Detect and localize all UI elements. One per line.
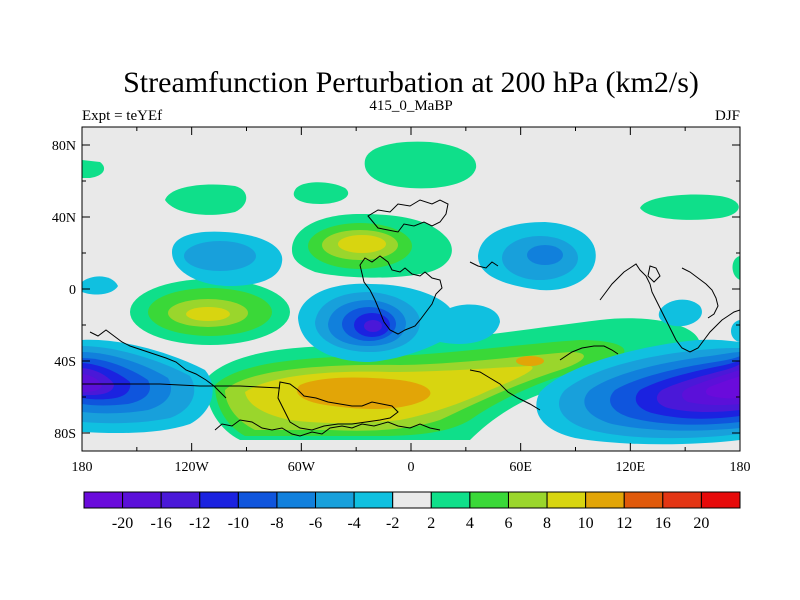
colorbar-swatch bbox=[160, 491, 201, 509]
colorbar-label: 20 bbox=[693, 515, 709, 532]
north-africa-low-level-6 bbox=[527, 245, 563, 265]
colorbar-swatch bbox=[392, 491, 432, 509]
colorbar-swatch bbox=[469, 491, 509, 509]
y-tick-label: 40S bbox=[54, 355, 76, 370]
colorbar-label: 4 bbox=[466, 515, 474, 532]
coast-south-america bbox=[277, 381, 399, 431]
southern-band-level-12 bbox=[296, 377, 431, 409]
colorbar-label: 2 bbox=[427, 515, 435, 532]
right-label: DJF bbox=[715, 108, 740, 124]
colorbar-swatch bbox=[83, 491, 124, 509]
x-tick-label: 180 bbox=[730, 460, 751, 475]
colorbar-swatch bbox=[623, 491, 664, 509]
axis-ticks: 180 120W 60W 0 60E 120E 180 80N 40N 0 40S 80S bbox=[52, 127, 751, 475]
coast-eurasia bbox=[367, 199, 449, 233]
chart-title: Streamfunction Perturbation at 200 hPa (… bbox=[123, 66, 699, 99]
coastlines bbox=[82, 199, 740, 437]
colorbar-swatch bbox=[276, 491, 317, 509]
coast-asia-ridge bbox=[681, 267, 719, 319]
colorbar-swatch bbox=[199, 491, 239, 509]
coast-east-inlet bbox=[647, 265, 661, 283]
colorbar-label: -16 bbox=[151, 515, 172, 532]
x-tick-label: 180 bbox=[72, 460, 93, 475]
south-atlantic-low-level-12 bbox=[364, 320, 382, 332]
coast-east-continent bbox=[599, 263, 740, 353]
y-tick-label: 40N bbox=[52, 211, 76, 226]
colorbar-swatch bbox=[662, 491, 702, 509]
east-edge-high-patch bbox=[732, 256, 740, 280]
colorbar-swatch bbox=[237, 491, 278, 509]
colorbar-label: 8 bbox=[543, 515, 551, 532]
south-pacific-low-level-16 bbox=[82, 374, 102, 392]
colorbar-swatch bbox=[585, 491, 625, 509]
indian-ocean-low-patch bbox=[658, 299, 702, 327]
colorbar-swatch bbox=[507, 491, 548, 509]
coast-east-small bbox=[469, 261, 499, 269]
arctic-high-level-2 bbox=[364, 141, 477, 189]
coast-southern-60s bbox=[82, 383, 281, 389]
x-tick-label: 120W bbox=[175, 460, 210, 475]
colorbar: -20 -16 -12 -10 -8 -6 -4 -2 2 4 6 8 10 12 16 20 bbox=[83, 491, 741, 532]
colorbar-label: 6 bbox=[504, 515, 512, 532]
north-pacific-low-level-4 bbox=[184, 241, 256, 271]
colorbar-label: 10 bbox=[578, 515, 594, 532]
north-america-high-patch bbox=[293, 182, 349, 204]
x-tick-label: 60W bbox=[288, 460, 316, 475]
x-tick-label: 60E bbox=[509, 460, 532, 475]
colorbar-label: -10 bbox=[228, 515, 249, 532]
tropical-pacific-high-level-8 bbox=[186, 307, 230, 321]
west-edge-low-patch bbox=[82, 276, 118, 295]
colorbar-swatch bbox=[546, 491, 587, 509]
coast-mid-lower bbox=[469, 369, 541, 411]
colorbar-swatch bbox=[122, 491, 162, 509]
center-label: 415_0_MaBP bbox=[369, 98, 452, 114]
colorbar-label: -6 bbox=[309, 515, 322, 532]
colorbar-label: 12 bbox=[616, 515, 632, 532]
coast-africa bbox=[359, 255, 443, 335]
y-tick-label: 0 bbox=[69, 283, 76, 298]
x-tick-label: 120E bbox=[616, 460, 646, 475]
plot-area bbox=[82, 127, 740, 451]
x-tick-label: 0 bbox=[408, 460, 415, 475]
north-pacific-high-patch bbox=[165, 184, 247, 215]
colorbar-swatch bbox=[430, 491, 471, 509]
colorbar-label: -2 bbox=[386, 515, 399, 532]
y-tick-label: 80N bbox=[52, 139, 76, 154]
southern-band-small-high bbox=[516, 356, 544, 366]
colorbar-swatch bbox=[353, 491, 394, 509]
colorbar-label: -4 bbox=[347, 515, 360, 532]
colorbar-label: 16 bbox=[655, 515, 671, 532]
siberia-high-patch bbox=[640, 194, 739, 220]
north-atlantic-high-level-8 bbox=[338, 235, 386, 253]
coast-antarctic-arc bbox=[214, 419, 441, 437]
contour-fields bbox=[82, 141, 740, 445]
south-indian-low-level-20 bbox=[705, 376, 740, 399]
colorbar-swatch bbox=[315, 491, 355, 509]
west-edge-high-patch bbox=[82, 160, 105, 178]
coast-west-pacific-islands bbox=[89, 329, 227, 399]
left-label: Expt = teYEf bbox=[82, 108, 162, 124]
colorbar-label: -8 bbox=[270, 515, 283, 532]
y-tick-label: 80S bbox=[54, 427, 76, 442]
coast-mid-right bbox=[559, 345, 619, 361]
colorbar-label: -12 bbox=[189, 515, 210, 532]
colorbar-label: -20 bbox=[112, 515, 133, 532]
colorbar-swatch bbox=[700, 491, 741, 509]
